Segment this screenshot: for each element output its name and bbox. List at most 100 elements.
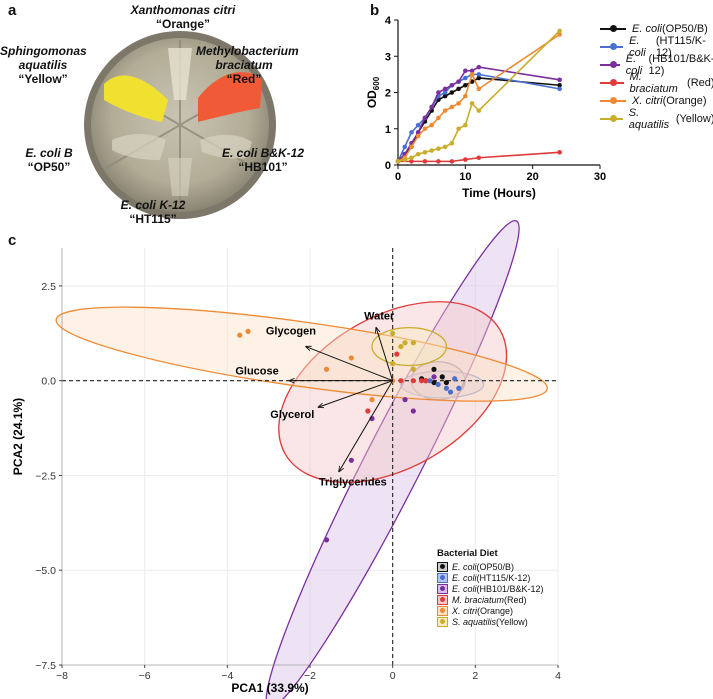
growth-y-tick-label: 4 — [385, 15, 392, 27]
pca-y-tick-label: −5.0 — [35, 565, 56, 577]
plate-label-e-coli-hb101: E. coli B&K-12 “HB101” — [221, 146, 305, 174]
growth-data-point — [442, 86, 448, 92]
pca-data-point — [456, 385, 462, 391]
pca-series-0 — [419, 366, 449, 386]
growth-data-point — [422, 119, 428, 124]
growth-data-point — [429, 108, 434, 113]
pca-x-tick-label: 4 — [555, 670, 561, 682]
growth-data-point — [429, 122, 434, 128]
growth-legend-species: E. coli — [629, 35, 646, 59]
pca-x-tick-label: −4 — [221, 670, 233, 682]
pca-loading-label: Glycogen — [266, 326, 316, 338]
growth-data-point — [395, 159, 401, 164]
growth-series-line — [397, 30, 561, 163]
growth-legend-strain: (Red) — [687, 77, 713, 89]
pca-series-5 — [390, 330, 416, 372]
growth-data-point — [422, 150, 428, 155]
growth-legend-strain: (Orange) — [662, 95, 707, 107]
pca-legend-swatch — [437, 594, 448, 605]
growth-data-point — [409, 155, 414, 161]
pca-data-point — [410, 378, 416, 384]
growth-data-point — [415, 130, 421, 135]
growth-legend-swatch — [600, 60, 620, 70]
growth-legend-item: E. coli (HB101/B&K-12) — [600, 53, 713, 77]
pca-data-point — [443, 385, 449, 391]
growth-data-point — [415, 133, 421, 139]
growth-legend-species: E. coli — [632, 23, 662, 35]
pca-legend-item: M. braciatum (Red) — [437, 594, 544, 605]
growth-data-point — [436, 97, 441, 103]
growth-y-label: OD600 — [365, 76, 381, 108]
growth-data-point — [476, 155, 482, 161]
growth-data-point — [422, 159, 428, 164]
pca-y-label: PCA2 (24.1%) — [11, 398, 25, 475]
pca-data-point — [398, 343, 404, 350]
pca-ellipse-4 — [55, 306, 549, 402]
pca-data-point — [410, 366, 416, 372]
growth-x-tick-label: 10 — [459, 171, 471, 183]
petri-dish-photo: Xanthomonas citri “Orange” Sphingomonas a… — [0, 0, 304, 250]
growth-data-point — [402, 151, 408, 157]
pca-loading-label: Glucose — [235, 366, 278, 378]
pca-data-point — [443, 379, 449, 386]
growth-data-point — [429, 104, 434, 110]
growth-y-tick-label: 2 — [385, 88, 391, 100]
growth-data-point — [557, 150, 562, 155]
growth-legend-item: E. coli (HT115/K-12) — [600, 35, 713, 59]
pca-loading-label: Triglycerides — [319, 477, 387, 489]
pca-data-point — [390, 361, 396, 367]
growth-data-point — [469, 72, 475, 77]
panel-c-letter: c — [8, 232, 17, 249]
growth-data-point — [476, 64, 482, 70]
pca-loading-label: Water — [364, 311, 395, 323]
panel-b-letter: b — [370, 2, 380, 19]
growth-data-point — [456, 79, 461, 84]
growth-series-line — [398, 151, 560, 163]
growth-data-point — [395, 159, 401, 164]
growth-legend-swatch — [600, 96, 626, 106]
growth-x-tick-label: 0 — [395, 171, 401, 183]
growth-data-point — [469, 72, 475, 77]
pca-data-point — [423, 378, 429, 384]
pca-data-point — [390, 378, 396, 384]
growth-data-point — [463, 122, 468, 128]
petri-dish-illustration — [84, 31, 276, 219]
growth-data-point — [476, 86, 482, 92]
growth-y-label-subscript: 600 — [372, 76, 381, 90]
pca-data-point — [427, 378, 433, 384]
pca-legend-item: X. citri (Orange) — [437, 605, 544, 616]
growth-data-point — [442, 144, 448, 150]
growth-data-point — [395, 159, 401, 164]
growth-data-point — [456, 86, 461, 92]
growth-series-line — [397, 73, 560, 162]
growth-data-point — [429, 104, 434, 110]
growth-data-point — [557, 86, 562, 92]
growth-data-point — [422, 115, 428, 121]
pca-legend-species: E. coli — [452, 583, 477, 594]
pca-series-2 — [323, 374, 437, 543]
growth-data-point — [469, 68, 475, 74]
growth-data-point — [436, 115, 441, 121]
pca-data-point — [348, 457, 354, 463]
growth-data-point — [402, 157, 408, 162]
pca-legend-title: Bacterial Diet — [437, 548, 498, 559]
pca-y-tick-label: 0.0 — [41, 376, 56, 388]
growth-legend-swatch — [600, 24, 626, 34]
pca-legend-strain: (OP50/B) — [476, 561, 515, 572]
plate-label-s-aquatilis: Sphingomonas aquatilis “Yellow” — [0, 44, 87, 86]
pca-data-point — [419, 376, 425, 382]
growth-legend-item: S. aquatilis (Yellow) — [600, 107, 713, 131]
growth-data-point — [463, 157, 468, 162]
growth-legend-strain: (HB101/B&K-12) — [648, 53, 713, 77]
pca-ellipse-5 — [371, 326, 448, 367]
growth-legend-swatch — [600, 78, 624, 88]
pca-data-point — [323, 366, 330, 372]
growth-data-point — [449, 82, 455, 88]
pca-legend-species: E. coli — [452, 572, 477, 583]
growth-legend-species: S. aquatilis — [628, 107, 670, 131]
pca-x-tick-label: 2 — [472, 670, 478, 682]
growth-y-label-main: OD — [365, 90, 379, 108]
growth-series-2 — [395, 64, 562, 164]
pca-data-point — [447, 389, 454, 395]
growth-data-point — [402, 155, 408, 161]
